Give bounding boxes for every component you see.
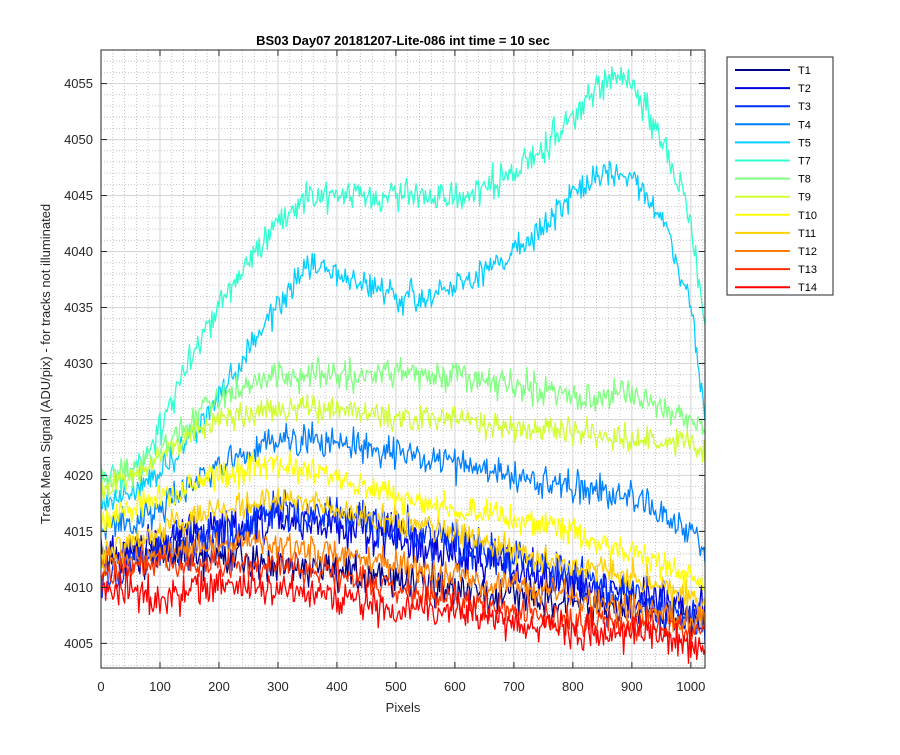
y-tick-label: 4030: [64, 356, 93, 371]
y-tick-label: 4005: [64, 636, 93, 651]
series-lines: [101, 66, 705, 664]
x-tick-label: 0: [97, 679, 104, 694]
x-tick-label: 400: [326, 679, 348, 694]
legend-label-t10: T10: [798, 210, 817, 222]
legend-label-t5: T5: [798, 137, 811, 149]
y-tick-label: 4015: [64, 524, 93, 539]
x-tick-label: 500: [385, 679, 407, 694]
y-tick-label: 4055: [64, 76, 93, 91]
x-tick-label: 800: [562, 679, 584, 694]
chart-title: BS03 Day07 20181207-Lite-086 int time = …: [256, 33, 550, 48]
x-tick-label: 100: [149, 679, 171, 694]
legend-label-t12: T12: [798, 246, 817, 258]
legend-label-t8: T8: [798, 174, 811, 186]
legend-label-t4: T4: [798, 119, 811, 131]
x-tick-label: 900: [621, 679, 643, 694]
y-tick-label: 4035: [64, 300, 93, 315]
y-tick-label: 4045: [64, 188, 93, 203]
legend-box: [726, 56, 834, 296]
series-line-t14: [101, 568, 705, 664]
series-line-t12: [101, 529, 705, 634]
x-tick-label: 200: [208, 679, 230, 694]
y-tick-label: 4010: [64, 580, 93, 595]
legend-items: T1 T2 T3 T4 T5 T7 T8 T9 T10 T11 T12 T13 T14: [735, 65, 817, 294]
x-tick-label: 300: [267, 679, 289, 694]
series-line-t10: [101, 448, 705, 593]
legend-label-t1: T1: [798, 65, 811, 77]
x-tick-label: 1000: [676, 679, 705, 694]
y-axis-ticks: 4005 4010 4015 4020 4025 4030 4035 4040 4045 4050…: [64, 76, 705, 651]
x-tick-label: 600: [444, 679, 466, 694]
plot-frame: [100, 49, 706, 669]
series-line-t8: [101, 356, 705, 501]
legend-label-t11: T11: [798, 228, 816, 240]
x-axis-label: Pixels: [386, 700, 421, 715]
legend-label-t9: T9: [798, 192, 811, 204]
legend: T1 T2 T3 T4 T5 T7 T8 T9 T10 T11 T12 T13 T14: [726, 56, 834, 296]
y-tick-label: 4050: [64, 132, 93, 147]
series-line-t11: [101, 487, 705, 621]
series-line-t4: [101, 421, 705, 564]
x-axis-ticks: 0 100 200 300 400 500 600 700 800 900 1000: [97, 50, 705, 694]
y-axis-label: Track Mean Signal (ADU/pix) - for tracks…: [38, 204, 53, 524]
series-line-t9: [101, 394, 705, 502]
series-line-t3: [101, 489, 705, 645]
x-tick-label: 700: [503, 679, 525, 694]
legend-label-t14: T14: [798, 282, 817, 294]
legend-label-t2: T2: [798, 83, 811, 95]
legend-label-t13: T13: [798, 264, 817, 276]
series-line-t13: [101, 550, 705, 645]
legend-label-t3: T3: [798, 101, 811, 113]
series-line-t5: [101, 160, 705, 512]
y-tick-label: 4040: [64, 244, 93, 259]
minor-grid: [101, 49, 705, 668]
legend-label-t7: T7: [798, 156, 811, 168]
series-line-t7: [101, 66, 705, 495]
y-tick-label: 4025: [64, 412, 93, 427]
y-tick-label: 4020: [64, 468, 93, 483]
